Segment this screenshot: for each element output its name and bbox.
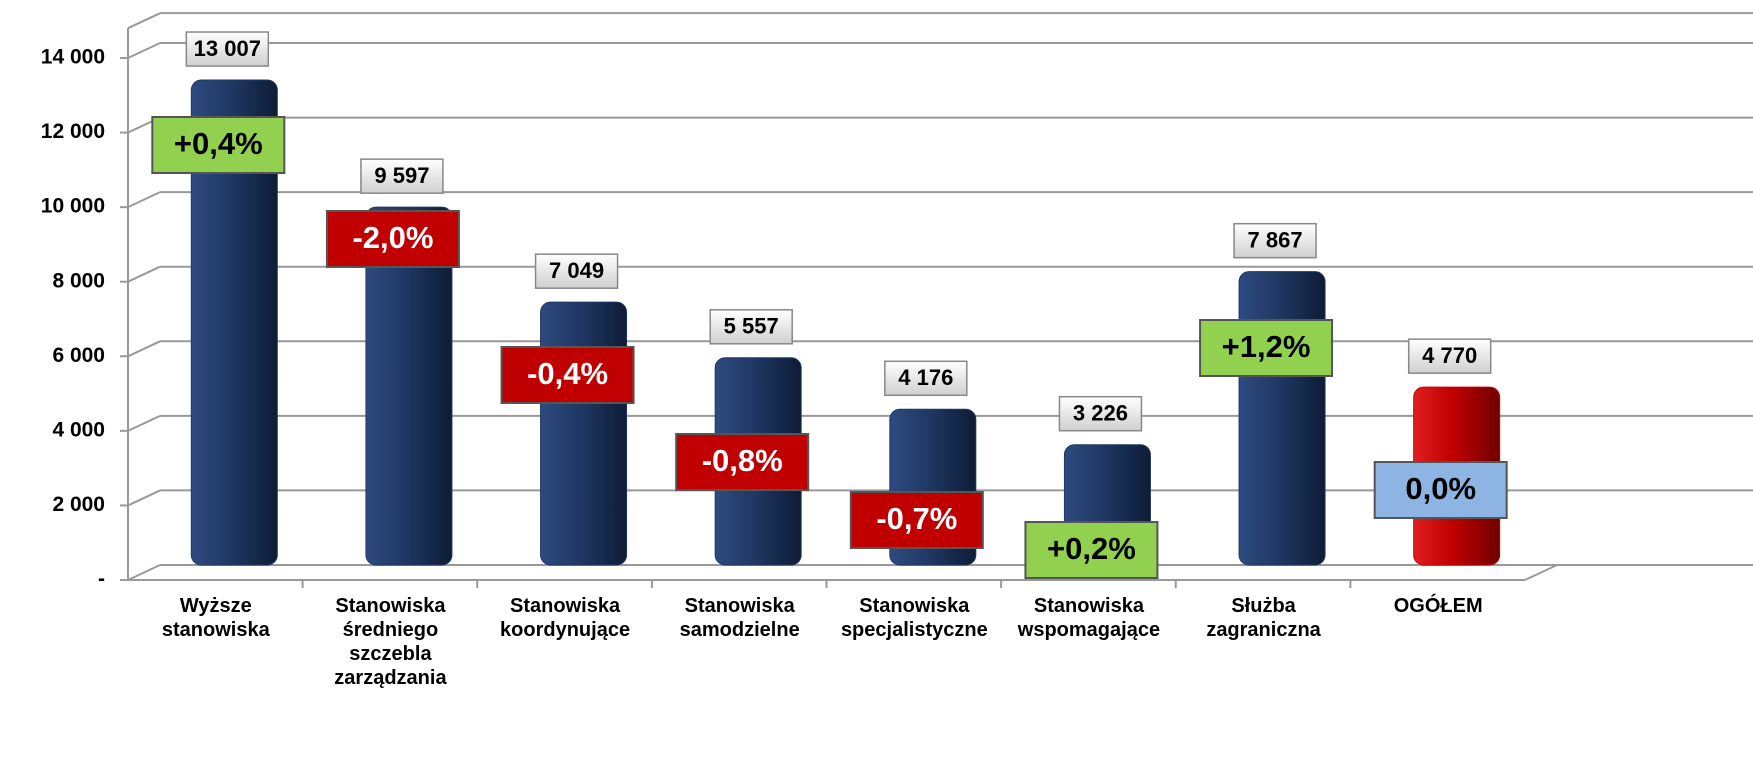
y-tick-label: - xyxy=(98,568,105,591)
y-tick-label: 14 000 xyxy=(41,46,105,69)
change-label: 0,0% xyxy=(1405,471,1476,506)
change-box xyxy=(1373,461,1508,519)
value-label-box xyxy=(360,158,444,194)
change-box xyxy=(849,491,984,549)
x-tick-label: OGÓŁEM xyxy=(1393,595,1483,617)
value-label-box xyxy=(1058,395,1143,432)
bar xyxy=(1238,271,1326,566)
x-tick-label: Stanowiska średniego szczebla zarządzani… xyxy=(334,595,447,689)
value-label-box xyxy=(534,253,619,289)
y-tick-label: 8 000 xyxy=(52,269,105,292)
value-label: 3 226 xyxy=(1073,401,1128,426)
y-tick-label: 2 000 xyxy=(52,493,105,516)
bar xyxy=(365,206,453,566)
grid-line xyxy=(127,340,161,358)
x-tick-label: Stanowiska samodzielne xyxy=(679,595,800,641)
grid-line xyxy=(127,42,161,59)
value-label-box xyxy=(1407,338,1492,374)
value-label: 7 867 xyxy=(1248,227,1303,252)
change-box xyxy=(325,210,460,268)
change-box xyxy=(500,346,635,404)
value-label: 13 007 xyxy=(194,36,261,61)
value-label-box xyxy=(185,31,270,67)
grid-line xyxy=(127,414,161,432)
change-label: +1,2% xyxy=(1222,329,1311,364)
value-label: 5 557 xyxy=(724,314,779,339)
value-label: 9 597 xyxy=(374,163,429,188)
value-label: 4 770 xyxy=(1422,343,1477,368)
change-box xyxy=(675,433,810,491)
change-box xyxy=(151,116,286,174)
value-label-box xyxy=(1233,222,1317,259)
change-label: +0,2% xyxy=(1047,531,1136,566)
grid-line xyxy=(127,564,161,581)
axis-line xyxy=(1524,564,1558,581)
change-label: -2,0% xyxy=(352,220,433,255)
change-label: -0,8% xyxy=(702,443,783,478)
grid-line xyxy=(127,265,161,283)
value-label-box xyxy=(709,309,793,345)
change-label: -0,7% xyxy=(876,501,957,536)
y-tick-label: 12 000 xyxy=(41,120,105,143)
change-label: -0,4% xyxy=(527,356,608,391)
value-label: 4 176 xyxy=(898,365,953,390)
change-box xyxy=(1199,319,1334,377)
value-label: 7 049 xyxy=(549,258,604,283)
change-box xyxy=(1024,521,1159,579)
y-tick-label: 4 000 xyxy=(52,418,105,441)
x-tick-label: Wyższe stanowiska xyxy=(161,595,270,641)
x-tick-label: Stanowiska koordynujące xyxy=(500,595,631,641)
value-label-box xyxy=(884,360,968,397)
grid-line xyxy=(127,191,161,209)
bar xyxy=(540,301,628,566)
y-tick-label: 10 000 xyxy=(41,195,105,218)
x-tick-label: Służba zagraniczna xyxy=(1206,595,1321,641)
x-tick-label: Stanowiska wspomagające xyxy=(1017,595,1161,641)
bar xyxy=(190,79,278,566)
grid-line xyxy=(127,489,161,507)
change-label: +0,4% xyxy=(174,126,263,161)
wall-edge xyxy=(127,12,161,30)
y-tick-label: 6 000 xyxy=(52,344,105,367)
x-tick-label: Stanowiska specjalistyczne xyxy=(840,595,988,641)
